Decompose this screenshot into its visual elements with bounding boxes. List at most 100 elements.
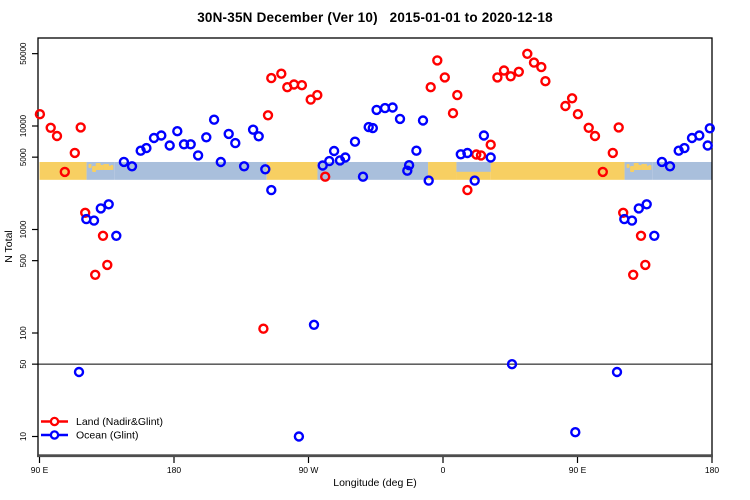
data-point-ocean	[340, 152, 351, 163]
plot-box	[37, 37, 713, 456]
data-point-land	[59, 166, 71, 178]
data-point-ocean	[469, 175, 480, 186]
data-point-ocean	[215, 156, 227, 168]
map-band-ocean-segment	[317, 161, 429, 180]
data-point-land	[432, 55, 443, 66]
data-point-ocean	[402, 165, 413, 176]
data-point-land	[566, 93, 578, 104]
map-band-island-speck	[648, 164, 652, 170]
data-point-land	[505, 71, 516, 82]
data-point-ocean	[308, 319, 320, 330]
data-point-ocean	[185, 139, 196, 150]
legend-symbol-circle	[49, 416, 60, 427]
data-point-ocean	[641, 199, 652, 210]
x-tick-label: 0	[441, 465, 446, 475]
data-point-ocean	[357, 171, 369, 182]
data-point-ocean	[126, 161, 138, 172]
data-point-land	[452, 89, 463, 101]
map-band-island-speck	[633, 162, 639, 170]
x-tick-label: 90 E	[569, 465, 587, 475]
data-point-land	[589, 130, 601, 142]
data-point-land	[97, 230, 109, 242]
map-band-island-speck	[637, 164, 642, 170]
data-point-land	[628, 269, 639, 280]
data-point-ocean	[238, 161, 250, 172]
data-point-land	[462, 184, 473, 196]
map-band-island-speck	[110, 164, 114, 170]
data-point-ocean	[223, 128, 234, 140]
data-point-land	[266, 72, 277, 84]
data-point-ocean	[506, 359, 518, 370]
data-point-ocean	[626, 215, 638, 226]
data-point-ocean	[704, 123, 715, 134]
data-point-ocean	[141, 142, 152, 154]
data-point-land	[79, 207, 91, 219]
map-band-coast-sea	[456, 161, 491, 172]
y-tick-label: 50	[19, 359, 28, 368]
data-point-land	[439, 72, 450, 83]
data-point-ocean	[570, 427, 581, 438]
data-point-land	[320, 171, 331, 182]
x-tick-label: 180	[167, 465, 181, 475]
data-point-land	[262, 110, 274, 121]
data-point-ocean	[367, 122, 378, 134]
data-point-land	[540, 75, 551, 87]
data-point-ocean	[253, 131, 264, 142]
data-point-ocean	[649, 230, 660, 242]
y-tick-label: 1000	[19, 220, 28, 238]
data-point-ocean	[293, 431, 305, 442]
data-point-ocean	[95, 203, 107, 214]
data-point-ocean	[394, 113, 406, 125]
data-point-ocean	[266, 184, 277, 196]
data-point-land	[447, 107, 459, 119]
data-point-ocean	[417, 115, 429, 126]
y-tick-label: 500	[19, 253, 28, 267]
data-point-ocean	[462, 147, 473, 159]
data-point-land	[522, 48, 533, 59]
y-tick-label: 10	[19, 432, 28, 441]
map-band-land-segment	[490, 161, 625, 180]
data-point-ocean	[328, 145, 340, 157]
data-point-ocean	[172, 125, 183, 137]
data-point-land	[296, 79, 308, 91]
data-point-ocean	[192, 150, 204, 161]
map-band-island-speck	[92, 165, 97, 172]
map-band-island-speck	[95, 162, 101, 170]
map-band-island-speck	[630, 165, 635, 172]
y-tick-label: 5000	[19, 148, 28, 166]
data-point-land	[607, 147, 618, 159]
map-band-island-speck	[107, 165, 112, 170]
data-point-ocean	[88, 215, 100, 226]
data-point-land	[583, 122, 594, 134]
data-point-land	[425, 81, 436, 93]
data-point-land	[75, 122, 86, 133]
data-point-ocean	[702, 140, 713, 151]
x-axis-title: Longitude (deg E)	[333, 477, 416, 489]
data-point-land	[513, 66, 524, 78]
chart-title: 30N-35N December (Ver 10) 2015-01-01 to …	[197, 10, 553, 25]
data-point-land	[69, 147, 81, 159]
map-band-ocean-segment	[114, 161, 267, 180]
data-point-ocean	[247, 124, 259, 135]
data-point-land	[528, 57, 540, 68]
data-point-land	[560, 100, 571, 112]
data-point-ocean	[387, 102, 398, 113]
data-point-ocean	[156, 130, 167, 141]
data-point-ocean	[664, 161, 676, 172]
data-point-land	[597, 166, 608, 178]
data-point-land	[34, 108, 46, 120]
data-point-ocean	[423, 175, 434, 186]
data-point-land	[258, 323, 269, 334]
data-point-land	[276, 68, 287, 79]
data-point-ocean	[73, 366, 85, 378]
data-point-ocean	[679, 142, 690, 154]
legend-symbol-circle	[49, 430, 60, 440]
data-point-ocean	[656, 156, 668, 168]
data-point-ocean	[178, 139, 190, 150]
data-point-ocean	[103, 199, 114, 210]
data-point-ocean	[411, 145, 422, 156]
data-point-land	[618, 207, 629, 219]
x-tick-label: 90 E	[31, 465, 49, 475]
